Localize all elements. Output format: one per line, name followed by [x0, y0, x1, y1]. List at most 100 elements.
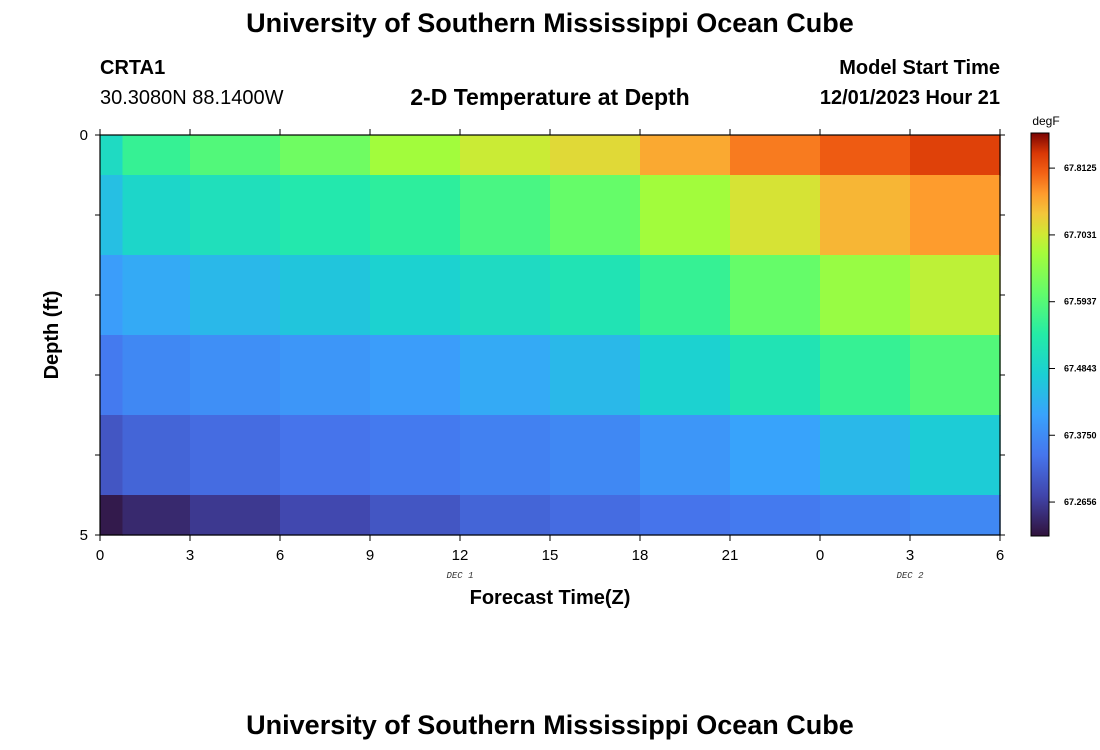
heatmap-cell [100, 495, 124, 536]
x-tick-label: 18 [632, 547, 649, 564]
heatmap-cell [280, 135, 371, 176]
heatmap-cell [640, 175, 731, 256]
heatmap-cell [460, 175, 551, 256]
heatmap-cell [550, 255, 641, 336]
heatmap-cell [122, 415, 191, 496]
heatmap-cell [122, 335, 191, 416]
heatmap-cell [280, 255, 371, 336]
heatmap-cell [122, 135, 191, 176]
colorbar-tick-label: 67.7031 [1064, 230, 1097, 240]
heatmap-cell [100, 415, 124, 496]
heatmap-cell [280, 415, 371, 496]
heatmap-cell [640, 335, 731, 416]
heatmap-cell [550, 335, 641, 416]
y-axis: 05 [80, 127, 1005, 544]
heatmap-cell [910, 135, 1001, 176]
heatmap-cell [100, 175, 124, 256]
heatmap-cell [640, 135, 731, 176]
heatmap-cells [100, 135, 1001, 536]
x-tick-label: 3 [186, 547, 194, 564]
heatmap-cell [370, 255, 461, 336]
heatmap-cell [640, 415, 731, 496]
heatmap-cell [190, 495, 281, 536]
heatmap-cell [190, 335, 281, 416]
heatmap-cell [122, 175, 191, 256]
heatmap-cell [370, 495, 461, 536]
heatmap-cell [730, 135, 821, 176]
heatmap-cell [820, 495, 911, 536]
colorbar-ticks: 67.8125 67.7031 67.5937 67.4843 67.3750 67.26… [1049, 163, 1097, 507]
page-title: University of Southern Mississippi Ocean… [246, 8, 854, 38]
heatmap-cell [910, 415, 1001, 496]
colorbar-unit: degF [1032, 114, 1059, 128]
heatmap-cell [730, 415, 821, 496]
heatmap-cell [190, 415, 281, 496]
heatmap-cell [100, 135, 124, 176]
heatmap-cell [820, 175, 911, 256]
heatmap-cell [820, 255, 911, 336]
x-tick-label: 12 [452, 547, 469, 564]
heatmap-cell [550, 135, 641, 176]
heatmap-cell [190, 175, 281, 256]
heatmap-cell [730, 335, 821, 416]
heatmap-cell [280, 335, 371, 416]
model-start-label: Model Start Time [839, 57, 1000, 79]
heatmap-cell [100, 255, 124, 336]
heatmap-cell [910, 255, 1001, 336]
heatmap-cell [910, 335, 1001, 416]
station-id: CRTA1 [100, 57, 166, 79]
colorbar-tick-label: 67.2656 [1064, 497, 1097, 507]
heatmap-cell [730, 495, 821, 536]
x-axis-label: Forecast Time(Z) [470, 587, 631, 609]
plot-title: 2-D Temperature at Depth [410, 84, 690, 110]
heatmap-cell [280, 175, 371, 256]
heatmap-cell [640, 495, 731, 536]
heatmap-cell [730, 255, 821, 336]
heatmap-cell [820, 335, 911, 416]
x-axis: 0 3 6 9 12 15 18 21 0 3 6 DEC 1 DEC 2 [96, 129, 1004, 581]
heatmap-cell [370, 415, 461, 496]
heatmap-cell [122, 255, 191, 336]
x-date-label: DEC 2 [896, 571, 924, 581]
heatmap-cell [190, 255, 281, 336]
heatmap-cell [640, 255, 731, 336]
heatmap-cell [460, 255, 551, 336]
heatmap-cell [820, 135, 911, 176]
heatmap-cell [460, 135, 551, 176]
colorbar-tick-label: 67.3750 [1064, 430, 1097, 440]
x-tick-label: 6 [996, 547, 1004, 564]
heatmap-cell [730, 175, 821, 256]
x-date-label: DEC 1 [446, 571, 473, 581]
colorbar-tick-label: 67.8125 [1064, 163, 1097, 173]
heatmap-cell [550, 415, 641, 496]
heatmap-cell [100, 335, 124, 416]
colorbar-tick-label: 67.4843 [1064, 364, 1097, 374]
heatmap-cell [370, 335, 461, 416]
heatmap-cell [460, 335, 551, 416]
heatmap-cell [550, 175, 641, 256]
heatmap-cell [190, 135, 281, 176]
heatmap-cell [550, 495, 641, 536]
heatmap-cell [460, 415, 551, 496]
heatmap-cell [122, 495, 191, 536]
heatmap-cell [910, 495, 1001, 536]
heatmap-cell [910, 175, 1001, 256]
y-tick-label: 0 [80, 127, 88, 144]
x-tick-label: 3 [906, 547, 914, 564]
x-tick-label: 0 [816, 547, 824, 564]
x-tick-label: 0 [96, 547, 104, 564]
x-tick-label: 9 [366, 547, 374, 564]
footer-title: University of Southern Mississippi Ocean… [246, 710, 854, 740]
station-coordinates: 30.3080N 88.1400W [100, 87, 284, 109]
heatmap-cell [820, 415, 911, 496]
x-tick-label: 15 [542, 547, 559, 564]
x-tick-label: 21 [722, 547, 739, 564]
x-tick-label: 6 [276, 547, 284, 564]
colorbar [1030, 132, 1050, 537]
heatmap-cell [370, 135, 461, 176]
y-tick-label: 5 [80, 527, 88, 544]
colorbar-tick-label: 67.5937 [1064, 297, 1097, 307]
y-axis-label: Depth (ft) [41, 291, 63, 380]
heatmap-cell [460, 495, 551, 536]
